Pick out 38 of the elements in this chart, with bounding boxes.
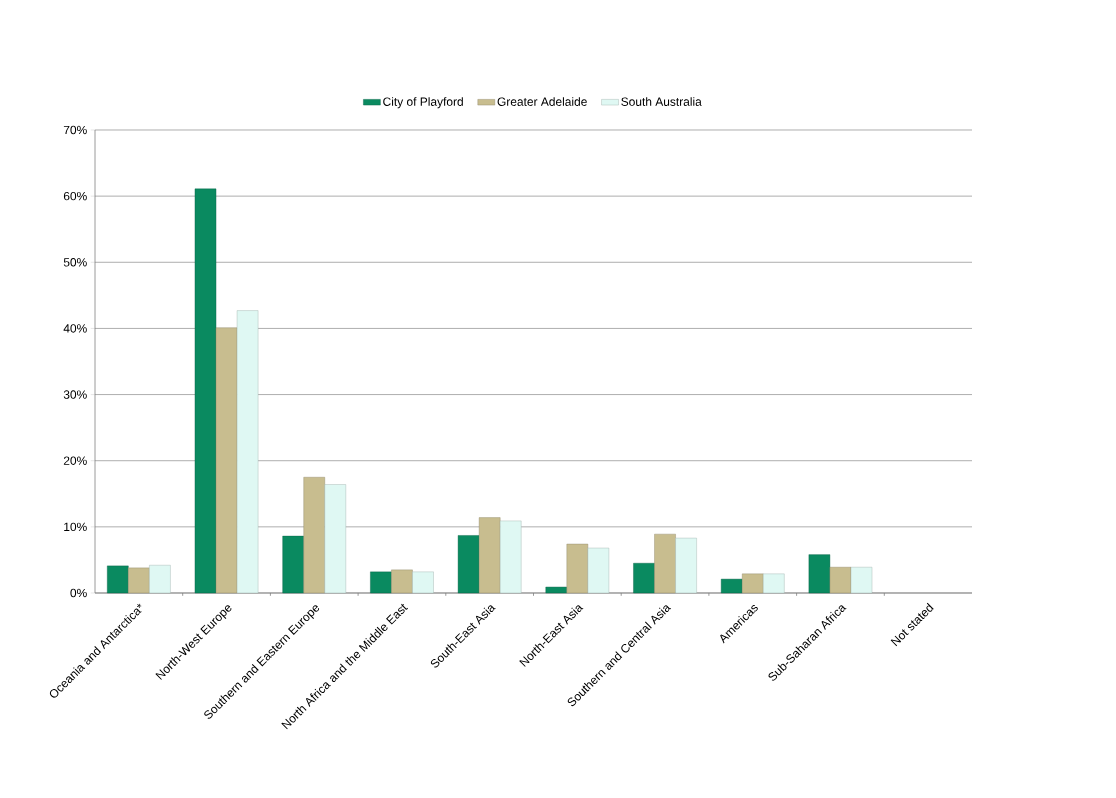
bar	[742, 573, 764, 594]
bar	[324, 484, 347, 594]
legend-label: Greater Adelaide	[497, 97, 587, 106]
y-tick-label: 40%	[63, 324, 87, 333]
bar	[763, 573, 785, 594]
bar	[633, 563, 655, 594]
y-tick-label: 30%	[63, 390, 87, 399]
bar	[675, 537, 697, 594]
bar	[282, 535, 304, 594]
y-tick-label: 70%	[63, 125, 87, 135]
legend-label: South Australia	[621, 97, 702, 106]
bar	[412, 571, 434, 594]
bar	[850, 567, 873, 594]
bar	[566, 543, 589, 594]
bar	[128, 567, 150, 594]
bar	[194, 188, 217, 594]
bar	[587, 547, 610, 594]
bar	[370, 571, 392, 594]
y-tick-label: 0%	[70, 588, 87, 598]
bar	[107, 565, 129, 594]
y-tick-label: 20%	[63, 456, 87, 465]
bar	[829, 567, 852, 594]
bar	[720, 578, 743, 594]
bar	[499, 520, 522, 594]
bar	[236, 310, 259, 594]
y-tick-label: 10%	[64, 522, 87, 532]
bar	[391, 569, 413, 594]
bar	[149, 565, 171, 594]
bar	[478, 517, 501, 594]
bar	[303, 477, 325, 594]
bar	[654, 533, 676, 594]
bar	[545, 586, 568, 594]
legend-label: City of Playford	[383, 97, 463, 109]
y-tick-label: 60%	[63, 191, 87, 201]
bar	[215, 327, 238, 594]
bar	[808, 554, 831, 594]
y-tick-label: 50%	[63, 258, 87, 267]
bar	[457, 535, 480, 594]
